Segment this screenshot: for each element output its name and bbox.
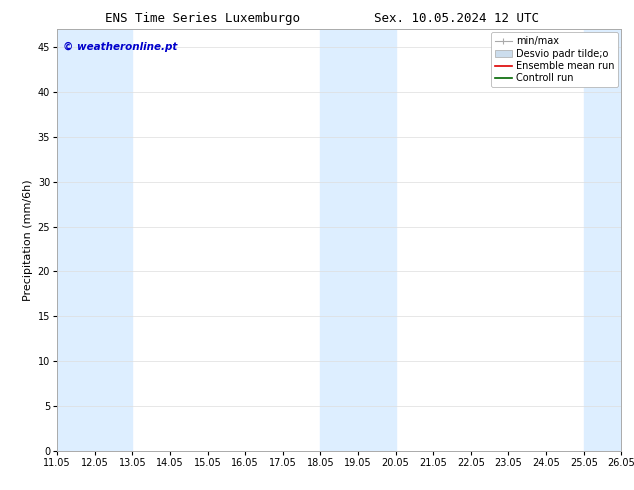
Bar [320, 29, 358, 451]
Bar [94, 29, 133, 451]
Bar [358, 29, 396, 451]
Y-axis label: Precipitation (mm/6h): Precipitation (mm/6h) [23, 179, 34, 301]
Text: © weatheronline.pt: © weatheronline.pt [63, 42, 177, 52]
Bar [584, 29, 621, 451]
Bar [57, 29, 94, 451]
Legend: min/max, Desvio padr tilde;o, Ensemble mean run, Controll run: min/max, Desvio padr tilde;o, Ensemble m… [491, 32, 618, 87]
Text: ENS Time Series Luxemburgo: ENS Time Series Luxemburgo [105, 12, 301, 25]
Text: Sex. 10.05.2024 12 UTC: Sex. 10.05.2024 12 UTC [374, 12, 539, 25]
